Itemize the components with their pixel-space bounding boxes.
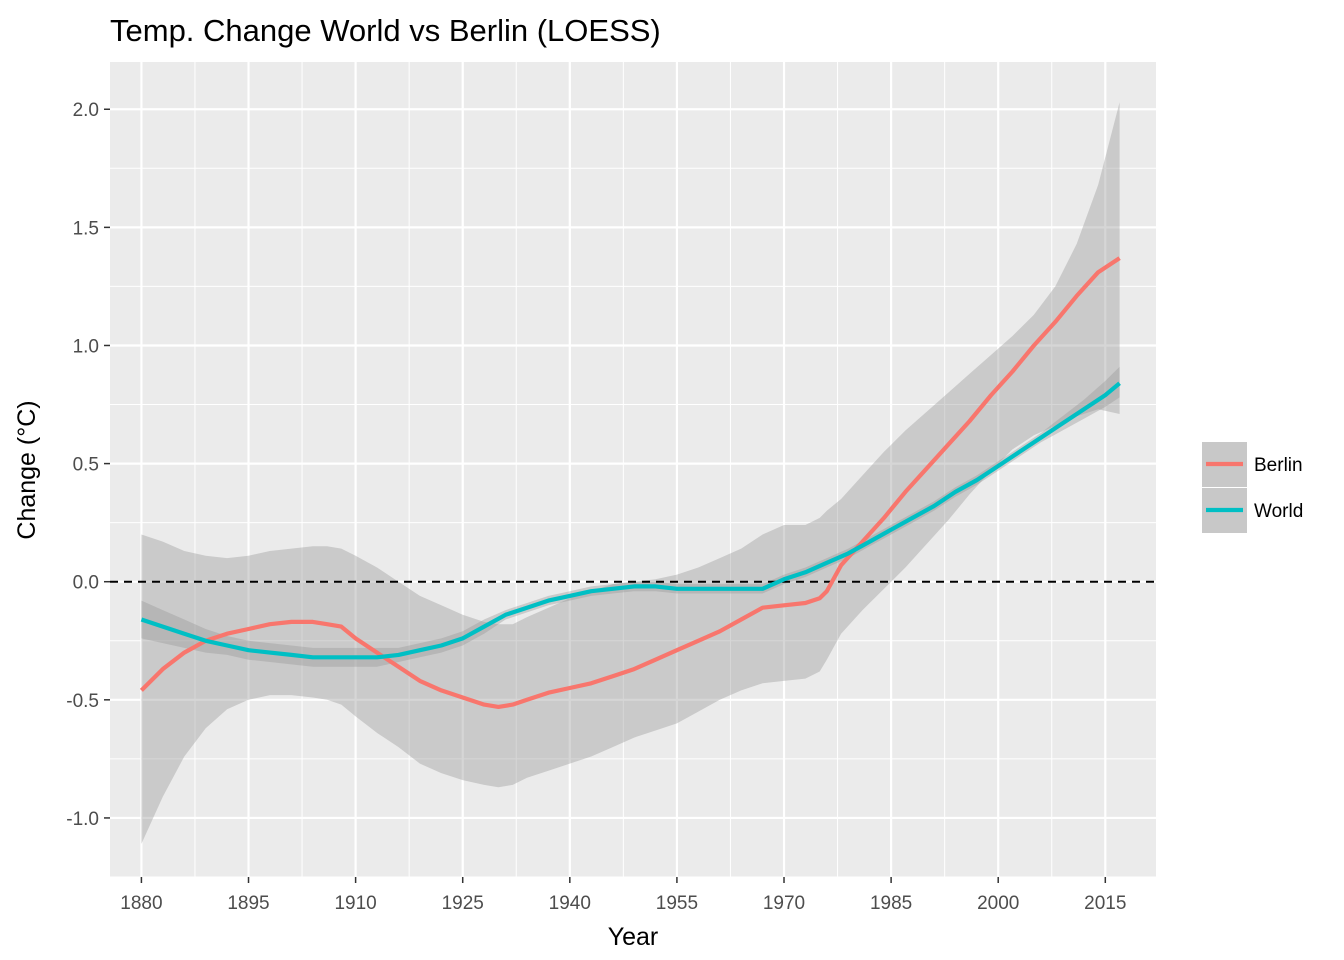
y-tick-label: -0.5 — [66, 691, 99, 712]
x-tick-label: 1955 — [656, 893, 698, 914]
x-axis-title: Year — [608, 923, 659, 951]
x-tick-label: 1910 — [334, 893, 376, 914]
plot-panel — [110, 62, 1156, 877]
y-tick-label: -1.0 — [66, 809, 99, 830]
series-lines — [139, 256, 1121, 710]
y-tick-label: 1.0 — [73, 336, 99, 357]
y-tick-label: 0.0 — [73, 573, 99, 594]
chart-title: Temp. Change World vs Berlin (LOESS) — [110, 13, 661, 48]
y-tick-label: 1.5 — [73, 218, 99, 239]
y-axis-title: Change (°C) — [13, 400, 41, 539]
y-tick-label: 0.5 — [73, 455, 99, 476]
x-tick-label: 1970 — [763, 893, 805, 914]
x-tick-label: 1985 — [870, 893, 912, 914]
x-tick-label: 1895 — [227, 893, 269, 914]
x-tick-label: 2000 — [977, 893, 1019, 914]
legend-label-world: World — [1254, 501, 1303, 522]
x-tick-label: 1925 — [442, 893, 484, 914]
series-line-world — [140, 381, 1121, 660]
legend-label-berlin: Berlin — [1254, 455, 1303, 476]
axes: 1880 1895 1910 1925 1940 1955 1970 1985 2000 2015… — [66, 100, 1126, 914]
legend: Berlin World — [1202, 442, 1303, 533]
x-tick-label: 2015 — [1084, 893, 1126, 914]
series-line-berlin — [139, 256, 1121, 710]
x-tick-label: 1880 — [120, 893, 162, 914]
grid-lines — [110, 62, 1156, 878]
x-tick-label: 1940 — [549, 893, 591, 914]
y-tick-label: 2.0 — [73, 100, 99, 121]
